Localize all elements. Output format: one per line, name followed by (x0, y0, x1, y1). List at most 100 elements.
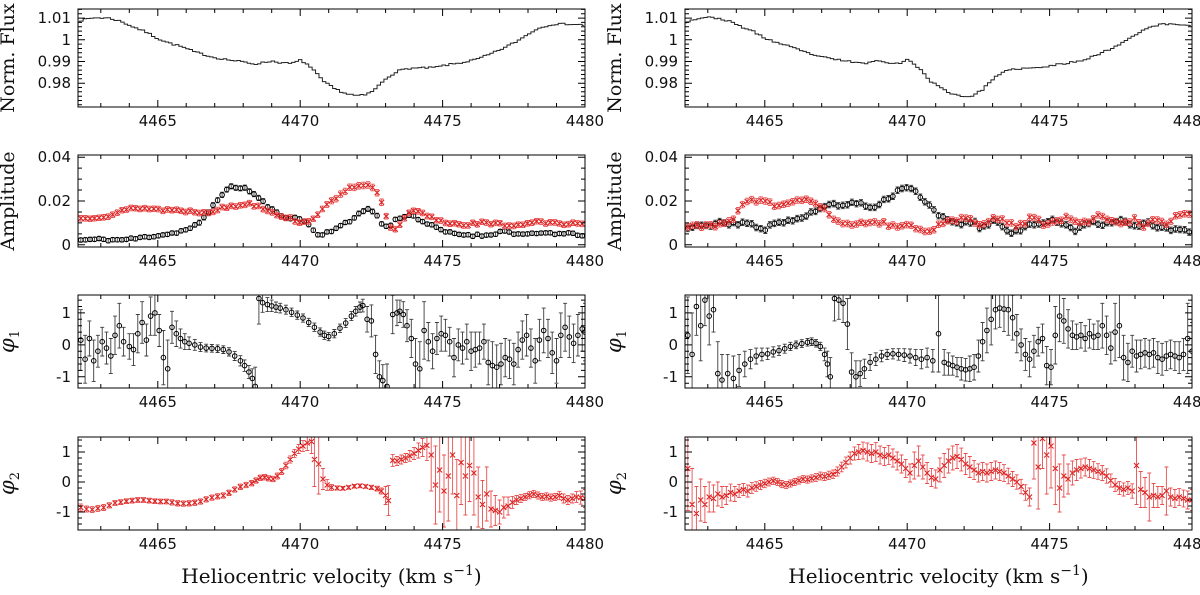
red-cross-amplitude-markers (685, 196, 1192, 235)
black-circle-phase1-error-bars (78, 295, 585, 388)
x-axis-title: Heliocentric velocity (km s−1) (788, 563, 1088, 588)
amplitude-left-tick-labels: 4465 4470 4475 4480 0 0.02 0.04 (38, 148, 605, 270)
red-cross-phase2-error-bars (78, 437, 585, 530)
phi1-right-tick-labels: 4465 4470 4475 4480 -1 0 1 (663, 304, 1200, 411)
y-tick-label: 1 (668, 304, 678, 322)
phi2-right-tick-labels: 4465 4470 4475 4480 -1 0 1 (663, 443, 1200, 553)
y-tick-label: -1 (663, 368, 678, 386)
amplitude-left-panel: 4465 4470 4475 4480 0 0.02 0.04 Amplitude (0, 148, 604, 270)
phi2-left-data-area (78, 437, 585, 530)
phi2-left-axes (77, 436, 586, 531)
norm-flux-left-data-area (78, 17, 584, 96)
x-tick-label: 4480 (1173, 112, 1200, 130)
x-tick-label: 4475 (1031, 393, 1069, 411)
phi2-left-panel: 4465 4470 4475 4480 -1 0 1 φ2 Heliocentric veloc… (0, 436, 604, 588)
y-tick-label: 0 (668, 336, 678, 354)
amplitude-left-data-area (78, 181, 585, 244)
x-tick-label: 4475 (1031, 535, 1069, 553)
x-tick-label: 4465 (139, 252, 177, 270)
phi2-right-data-area (685, 437, 1192, 530)
x-tick-label: 4470 (888, 535, 926, 553)
amplitude-right-y-axis-title: Amplitude (604, 151, 626, 251)
y-tick-label: 1 (668, 443, 678, 461)
y-tick-label: 0 (61, 336, 71, 354)
x-tick-label: 4480 (566, 393, 604, 411)
x-tick-label: 4465 (746, 112, 784, 130)
norm-flux-left-axes (77, 8, 586, 108)
norm-flux-right-tick-labels: 4465 4470 4475 4480 0.98 0.99 1 1.01 (645, 9, 1200, 130)
x-tick-label: 4480 (566, 252, 604, 270)
norm-flux-left-panel: 4465 4470 4475 4480 0.98 0.99 1 1.01 Norm. Flux (0, 3, 604, 130)
y-tick-label: 1 (61, 31, 71, 49)
y-tick-label: -1 (56, 503, 71, 521)
phi1-right-y-axis-title: φ1 (602, 330, 630, 353)
x-tick-label: 4465 (746, 252, 784, 270)
amplitude-right-tick-labels: 4465 4470 4475 4480 0 0.02 0.04 (645, 148, 1200, 270)
x-tick-label: 4475 (424, 535, 462, 553)
x-tick-label: 4480 (1173, 252, 1200, 270)
x-tick-label: 4470 (888, 393, 926, 411)
x-tick-label: 4465 (746, 535, 784, 553)
phi1-right-axes (684, 294, 1193, 389)
amplitude-left-axes (77, 154, 586, 248)
phi1-left-y-axis-title: φ1 (0, 330, 23, 353)
x-tick-label: 4475 (424, 112, 462, 130)
amplitude-right-panel: 4465 4470 4475 4480 0 0.02 0.04 Amplitude (604, 148, 1200, 270)
norm-flux-left-y-axis-title: Norm. Flux (0, 3, 19, 113)
red-cross-amplitude-markers (78, 182, 585, 233)
phi1-left-tick-labels: 4465 4470 4475 4480 -1 0 1 (56, 304, 604, 411)
y-tick-label: -1 (663, 503, 678, 521)
black-circle-amplitude (78, 183, 585, 244)
x-tick-label: 4475 (1031, 252, 1069, 270)
x-tick-label: 4465 (139, 112, 177, 130)
y-tick-label: 1 (61, 443, 71, 461)
phi1-left-data-area (78, 295, 585, 388)
x-tick-label: 4475 (1031, 112, 1069, 130)
black-circle-amplitude (685, 183, 1192, 238)
norm-flux-right-y-axis-title: Norm. Flux (604, 3, 626, 113)
black-circle-phase1 (685, 295, 1192, 388)
black-circle-phase1 (78, 295, 585, 388)
x-tick-label: 4465 (746, 393, 784, 411)
x-tick-label: 4480 (1173, 535, 1200, 553)
y-tick-label: 0.99 (645, 53, 678, 71)
x-tick-label: 4480 (566, 112, 604, 130)
y-tick-label: 0.02 (38, 192, 71, 210)
y-tick-label: 0 (668, 236, 678, 254)
flux-line (685, 16, 1191, 98)
x-tick-label: 4470 (888, 112, 926, 130)
y-tick-label: 1 (668, 31, 678, 49)
phi2-right-axes (684, 436, 1193, 531)
phi1-right-panel: 4465 4470 4475 4480 -1 0 1 φ1 (602, 294, 1200, 411)
black-circle-amplitude-error-bars (685, 183, 1192, 238)
x-tick-label: 4480 (566, 535, 604, 553)
phi2-left-y-axis-title: φ2 (0, 472, 23, 495)
x-axis-title: Heliocentric velocity (km s−1) (181, 563, 481, 588)
red-cross-amplitude (685, 195, 1192, 236)
x-tick-label: 4475 (424, 252, 462, 270)
phi2-left-tick-labels: 4465 4470 4475 4480 -1 0 1 (56, 443, 604, 553)
y-tick-label: 0 (61, 236, 71, 254)
y-tick-label: 0.99 (38, 53, 71, 71)
x-tick-label: 4465 (139, 535, 177, 553)
y-tick-label: 0.04 (645, 148, 678, 166)
y-tick-label: 0 (668, 473, 678, 491)
x-tick-label: 4470 (281, 393, 319, 411)
phi1-left-panel: 4465 4470 4475 4480 -1 0 1 φ1 (0, 294, 604, 411)
red-cross-phase2 (78, 437, 585, 530)
red-cross-amplitude (78, 181, 585, 233)
black-circle-phase1-error-bars (685, 295, 1192, 388)
red-cross-phase2-error-bars (685, 437, 1192, 530)
phi1-right-data-area (685, 295, 1192, 388)
y-tick-label: 0.02 (645, 192, 678, 210)
norm-flux-right-axes (684, 8, 1193, 108)
y-tick-label: 0.98 (38, 74, 71, 92)
x-tick-label: 4470 (281, 252, 319, 270)
black-circle-amplitude-markers (685, 184, 1192, 237)
y-tick-label: 0.04 (38, 148, 71, 166)
red-cross-phase2 (685, 437, 1192, 530)
phi1-left-axes (77, 294, 586, 389)
flux-line (78, 17, 584, 96)
